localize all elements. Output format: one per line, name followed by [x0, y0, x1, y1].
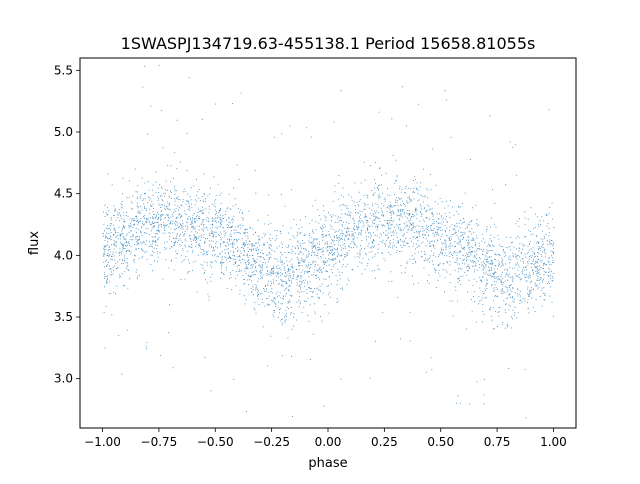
- y-tick-label: 5.5: [54, 63, 73, 77]
- x-axis-ticks: −1.00 −0.75 −0.50 −0.25 0.00 0.25 0.50 0.75 1.00: [84, 428, 567, 449]
- x-tick-label: −0.25: [253, 435, 290, 449]
- x-tick-label: −1.00: [84, 435, 121, 449]
- y-axis-label: flux: [27, 231, 42, 255]
- x-tick-label: 0.25: [371, 435, 398, 449]
- chart-title: 1SWASPJ134719.63-455138.1 Period 15658.8…: [121, 34, 536, 53]
- x-tick-label: 1.00: [540, 435, 567, 449]
- x-tick-label: 0.00: [315, 435, 342, 449]
- y-axis-ticks: 3.0 3.5 4.0 4.5 5.0 5.5: [54, 63, 80, 386]
- x-tick-label: −0.75: [141, 435, 178, 449]
- x-tick-label: −0.50: [197, 435, 234, 449]
- y-tick-label: 3.5: [54, 310, 73, 324]
- y-tick-label: 4.0: [54, 248, 73, 262]
- x-tick-label: 0.50: [427, 435, 454, 449]
- x-axis-label: phase: [308, 456, 347, 471]
- x-tick-label: 0.75: [484, 435, 511, 449]
- y-tick-label: 5.0: [54, 125, 73, 139]
- y-tick-label: 4.5: [54, 187, 73, 201]
- y-tick-label: 3.0: [54, 372, 73, 386]
